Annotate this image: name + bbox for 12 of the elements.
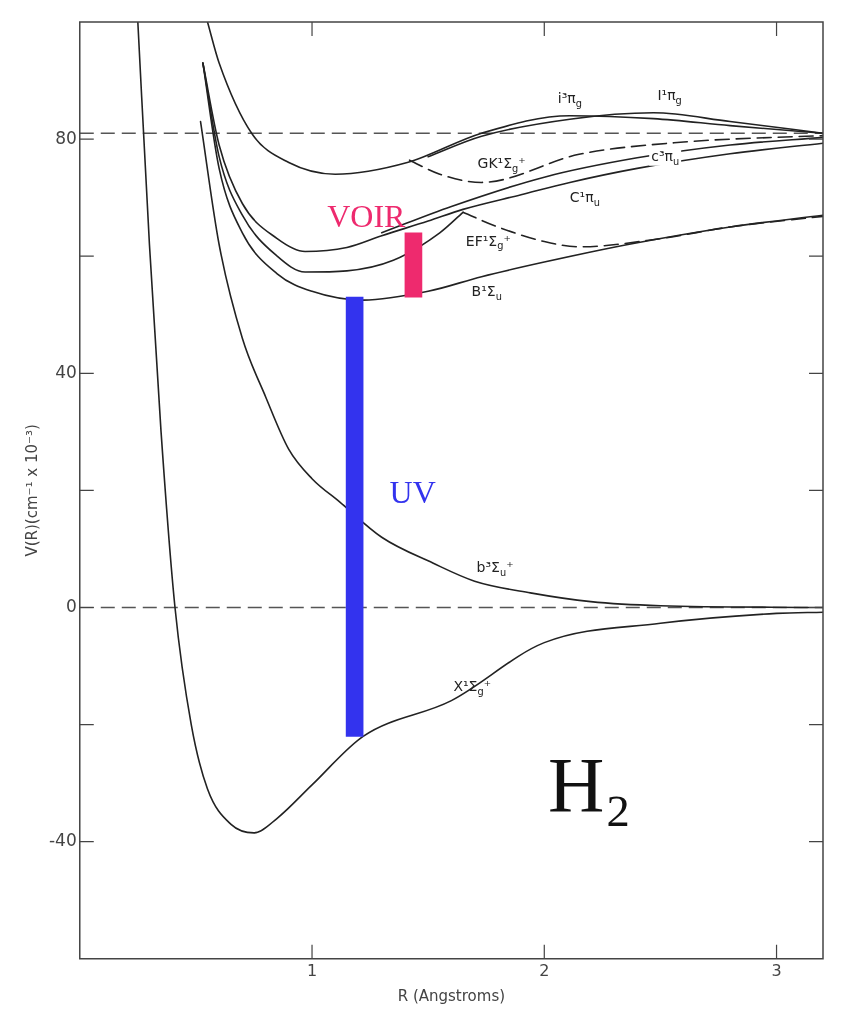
series-label: VOIR	[327, 198, 407, 235]
x-tick-label: 3	[771, 960, 782, 980]
y-tick-label: 0	[65, 595, 77, 616]
x-axis-title: R (Angstroms)	[397, 986, 506, 1005]
y-tick-label: -40	[48, 830, 77, 851]
y-tick-label: 80	[55, 127, 77, 148]
y-tick-label: 40	[55, 361, 77, 382]
x-tick-label: 2	[539, 960, 550, 980]
x-tick-label: 1	[306, 960, 318, 980]
series-label: UV	[389, 474, 436, 511]
annotation: H₂	[548, 740, 632, 828]
y-axis-title: V(R)(cm⁻¹ x 10⁻³)	[22, 424, 41, 557]
